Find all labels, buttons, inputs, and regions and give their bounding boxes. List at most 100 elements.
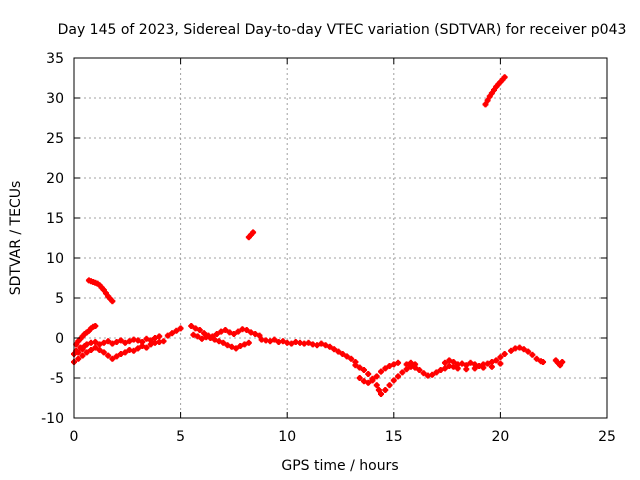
data-point-dot: [344, 353, 350, 359]
data-point: [378, 391, 385, 397]
data-point: [233, 345, 240, 352]
data-point-dot: [105, 338, 111, 344]
data-point-dot: [92, 345, 98, 351]
data-point: [305, 339, 312, 346]
y-tick-label: 10: [46, 251, 64, 267]
data-point-dot: [109, 298, 115, 304]
data-point-dot: [463, 362, 469, 368]
data-point: [480, 364, 487, 371]
data-point: [326, 343, 333, 350]
data-point-dot: [382, 365, 388, 371]
data-point-dot: [195, 333, 201, 339]
data-point: [540, 359, 547, 365]
data-point-dot: [114, 353, 120, 359]
data-point: [395, 359, 402, 366]
data-point-dot: [92, 323, 98, 329]
data-point: [134, 345, 141, 352]
data-point-dot: [233, 345, 239, 351]
data-point-dot: [374, 373, 380, 379]
y-tick-label: 0: [55, 331, 64, 347]
data-point: [250, 229, 257, 236]
data-point: [441, 359, 448, 366]
data-point: [352, 362, 359, 369]
data-point-dot: [118, 337, 124, 343]
data-point-dot: [235, 329, 241, 335]
data-point: [109, 355, 116, 362]
y-tick-label: 35: [46, 51, 64, 67]
data-point: [356, 375, 363, 381]
data-point: [501, 351, 508, 357]
data-point: [122, 349, 129, 356]
data-point: [420, 370, 427, 377]
data-point-dot: [79, 353, 86, 359]
data-point: [529, 351, 536, 358]
y-tick-label: -10: [41, 411, 64, 427]
data-point: [454, 365, 461, 372]
data-point-dot: [169, 330, 175, 336]
data-point: [386, 382, 393, 389]
data-point: [382, 387, 389, 393]
data-point-dot: [156, 333, 162, 339]
data-point: [117, 337, 124, 344]
data-point: [314, 342, 321, 349]
data-point: [403, 366, 410, 373]
data-point-dot: [442, 365, 448, 371]
data-point-dot: [331, 346, 337, 352]
y-tick-label: 15: [46, 211, 64, 227]
y-tick-label: 5: [55, 291, 64, 307]
data-point-dot: [508, 348, 514, 354]
data-point: [403, 361, 410, 368]
y-tick-label: 30: [46, 91, 64, 107]
data-point-dot: [246, 340, 252, 346]
data-point-dot: [472, 365, 478, 371]
data-point-dot: [222, 327, 228, 333]
data-point-dot: [497, 354, 503, 360]
data-point-dot: [135, 345, 141, 351]
data-point-dot: [220, 340, 226, 346]
data-point: [339, 351, 346, 357]
data-point: [105, 352, 112, 359]
data-point-dot: [357, 375, 363, 381]
x-tick-label: 10: [278, 429, 296, 445]
data-point: [156, 339, 163, 345]
data-point: [245, 339, 252, 346]
data-point: [493, 357, 500, 364]
data-point: [533, 355, 540, 362]
data-point-dot: [357, 365, 363, 371]
data-point: [147, 337, 154, 344]
data-point-dot: [131, 348, 137, 354]
data-point: [450, 363, 457, 370]
data-point-dot: [493, 357, 499, 363]
data-point-dot: [529, 352, 535, 358]
data-point: [75, 349, 82, 356]
data-point: [463, 366, 470, 373]
data-point: [96, 341, 103, 348]
data-point-dot: [156, 339, 162, 345]
chart-title: Day 145 of 2023, Sidereal Day-to-day VTE…: [58, 22, 627, 38]
data-point-dot: [525, 349, 531, 355]
data-point-dot: [540, 359, 546, 365]
data-point: [235, 328, 242, 335]
data-point-dot: [88, 347, 94, 353]
y-axis-label: SDTVAR / TECUs: [8, 181, 24, 296]
data-point-dot: [395, 360, 401, 366]
data-point: [390, 377, 397, 384]
data-point-dot: [197, 327, 203, 333]
data-point: [79, 352, 86, 359]
data-point: [130, 347, 137, 354]
data-point: [331, 346, 338, 353]
data-point-dot: [369, 377, 376, 383]
data-point: [373, 373, 380, 380]
data-point: [92, 339, 99, 345]
data-point-dot: [421, 370, 427, 376]
data-point-dot: [386, 382, 393, 388]
data-point: [378, 368, 385, 375]
data-point: [501, 74, 508, 81]
data-point: [429, 371, 436, 378]
data-point-dot: [429, 372, 435, 378]
data-point: [373, 382, 380, 389]
data-point-dot: [340, 351, 346, 357]
data-point: [271, 336, 278, 343]
data-point-dot: [188, 323, 194, 329]
